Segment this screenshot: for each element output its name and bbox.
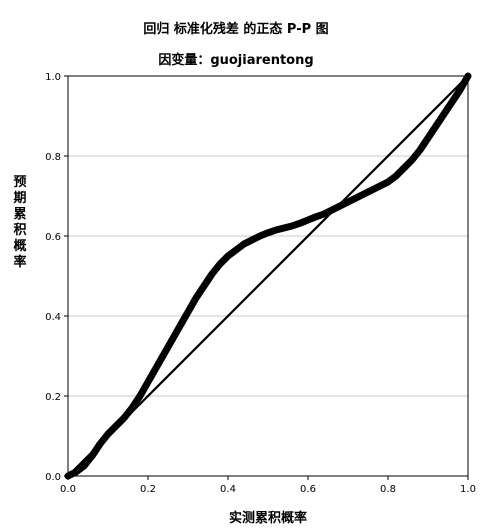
x-tick-label-4: 0.8 <box>380 484 396 495</box>
y-tick-label-3: 0.6 <box>45 232 61 243</box>
y-tick-label-4: 0.8 <box>45 152 61 163</box>
y-tick-label-1: 0.2 <box>45 392 61 403</box>
svg-text:预期累积概率: 预期累积概率 <box>13 175 26 270</box>
x-tick-label-3: 0.6 <box>300 484 316 495</box>
axes <box>67 75 469 477</box>
x-tick-label-5: 1.0 <box>460 484 476 495</box>
x-tick-label-1: 0.2 <box>140 484 156 495</box>
plot-frame <box>67 75 469 477</box>
y-axis-title: 预期累积概率 <box>13 175 26 270</box>
series-layer <box>64 72 472 480</box>
reference-diagonal-line <box>66 74 470 478</box>
x-tick-label-0: 0.0 <box>60 484 76 495</box>
x-axis-title: 实测累积概率 <box>229 510 307 526</box>
chart-title: 回归 标准化残差 的正态 P-P 图 <box>143 21 328 37</box>
y-tick-label-0: 0.0 <box>45 472 61 483</box>
tick-labels: 0.0 0.2 0.4 0.6 0.8 1.0 0.0 0.2 0.4 0.6 0.8 1.0 <box>45 72 476 495</box>
y-tick-label-2: 0.4 <box>45 312 61 323</box>
observed-pp-curve <box>64 72 472 480</box>
x-tick-label-2: 0.4 <box>220 484 236 495</box>
chart-subtitle: 因变量：guojiarentong <box>158 52 313 68</box>
y-tick-label-5: 1.0 <box>45 72 61 83</box>
